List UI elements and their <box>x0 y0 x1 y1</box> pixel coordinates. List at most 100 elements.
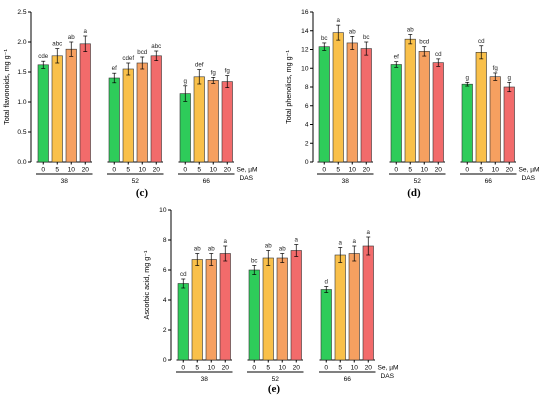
significance-letter: cdef <box>122 55 134 62</box>
bar <box>122 68 134 163</box>
significance-letter: fg <box>493 65 499 72</box>
x-tick-label: 10 <box>210 167 218 174</box>
x-tick-label: 10 <box>68 167 76 174</box>
bar <box>51 55 63 163</box>
significance-letter: g <box>184 78 188 85</box>
y-tick-label: 12 <box>301 47 309 54</box>
significance-letter: bcd <box>137 49 148 56</box>
x-tick-label: 20 <box>506 167 514 174</box>
significance-letter: a <box>339 240 343 247</box>
panel-d-chart: 0 2 4 6 8 10 12 14 16 Total phenolics, mg g⁻¹ bc 0 a… <box>284 9 540 199</box>
das-unit-label: DAS <box>381 373 395 380</box>
panel-e-chart: 0 2 4 6 8 10 Ascorbic acid, mg g⁻¹ cd 0 ab 5 ab 10 a 2… <box>142 207 399 395</box>
y-tick-label: 0 <box>305 159 309 166</box>
significance-letter: g <box>508 74 512 81</box>
significance-letter: a <box>337 17 341 24</box>
significance-letter: g <box>466 74 470 81</box>
x-tick-label: 0 <box>252 365 256 372</box>
bar <box>318 46 330 163</box>
y-tick-label: 4 <box>163 297 167 304</box>
significance-letter: a <box>224 238 228 245</box>
x-tick-label: 10 <box>279 365 287 372</box>
das-label: 38 <box>342 178 350 185</box>
x-tick-label: 10 <box>421 167 429 174</box>
significance-letter: ab <box>265 243 272 250</box>
bar <box>503 86 515 163</box>
x-tick-label: 20 <box>363 167 371 174</box>
significance-letter: fg <box>211 69 217 76</box>
se-unit-label: Se, µM <box>237 167 258 174</box>
x-tick-label: 20 <box>293 365 301 372</box>
x-tick-label: 10 <box>349 167 357 174</box>
y-axis-label: Total phenolics, mg g⁻¹ <box>284 50 293 124</box>
significance-letter: fg <box>225 68 231 75</box>
y-axis-label: Total flavonoids, mg g⁻¹ <box>2 49 11 125</box>
y-tick-label: 14 <box>301 28 309 35</box>
bar <box>79 43 91 163</box>
bar <box>108 77 120 163</box>
significance-letter: a <box>84 28 88 35</box>
bar <box>248 269 260 361</box>
bar <box>362 245 374 361</box>
significance-letter: ab <box>194 246 201 253</box>
panel-label: (c) <box>136 187 149 199</box>
x-tick-label: 0 <box>41 167 45 174</box>
bar <box>348 253 360 361</box>
x-tick-label: 0 <box>324 365 328 372</box>
bar <box>390 64 402 163</box>
y-tick-label: 2 <box>163 327 167 334</box>
significance-letter: a <box>353 238 357 245</box>
das-unit-label: DAS <box>240 175 254 182</box>
y-tick-label: 1.0 <box>17 99 26 106</box>
bar <box>207 80 219 163</box>
panel-c-chart: 0.0 0.5 1.0 1.5 2.0 2.5 Total flavonoids, mg g… <box>2 9 258 199</box>
y-tick-label: 10 <box>159 207 167 214</box>
significance-letter: bc <box>321 35 328 42</box>
significance-letter: def <box>195 62 204 69</box>
y-tick-label: 0.5 <box>17 129 26 136</box>
y-tick-label: 4 <box>305 122 309 129</box>
y-tick-label: 6 <box>163 267 167 274</box>
panel-label: (e) <box>268 383 281 395</box>
das-label: 52 <box>414 178 422 185</box>
x-tick-label: 5 <box>266 365 270 372</box>
bar <box>191 259 203 361</box>
das-label: 38 <box>201 376 209 383</box>
y-tick-label: 1.5 <box>17 69 26 76</box>
x-tick-label: 5 <box>197 167 201 174</box>
significance-letter: ab <box>208 246 215 253</box>
bar <box>65 48 77 163</box>
se-unit-label: Se, µM <box>378 365 399 372</box>
bar <box>177 283 189 361</box>
x-tick-label: 0 <box>322 167 326 174</box>
bar <box>290 250 302 361</box>
x-tick-label: 5 <box>195 365 199 372</box>
das-label: 38 <box>61 178 69 185</box>
significance-letter: ef <box>112 65 117 72</box>
x-tick-label: 20 <box>222 365 230 372</box>
das-label: 66 <box>344 376 352 383</box>
bar <box>276 257 288 361</box>
significance-letter: abc <box>151 43 161 50</box>
significance-letter: cd <box>180 271 187 278</box>
x-tick-label: 5 <box>479 167 483 174</box>
y-axis-label: Ascorbic acid, mg g⁻¹ <box>142 250 151 320</box>
x-tick-label: 20 <box>224 167 232 174</box>
bar <box>262 257 274 361</box>
y-tick-label: 10 <box>301 65 309 72</box>
significance-letter: bc <box>251 258 258 265</box>
x-tick-label: 5 <box>338 365 342 372</box>
das-label: 66 <box>203 178 211 185</box>
y-tick-label: 2 <box>305 140 309 147</box>
bar <box>475 52 487 163</box>
y-tick-label: 16 <box>301 9 309 16</box>
bar <box>193 76 205 163</box>
significance-letter: cd <box>435 51 442 58</box>
x-tick-label: 0 <box>181 365 185 372</box>
bar <box>221 81 233 163</box>
x-tick-label: 20 <box>435 167 443 174</box>
bar <box>205 259 217 361</box>
significance-letter: cd <box>478 38 485 45</box>
bar <box>179 93 191 163</box>
significance-letter: bc <box>363 34 370 41</box>
